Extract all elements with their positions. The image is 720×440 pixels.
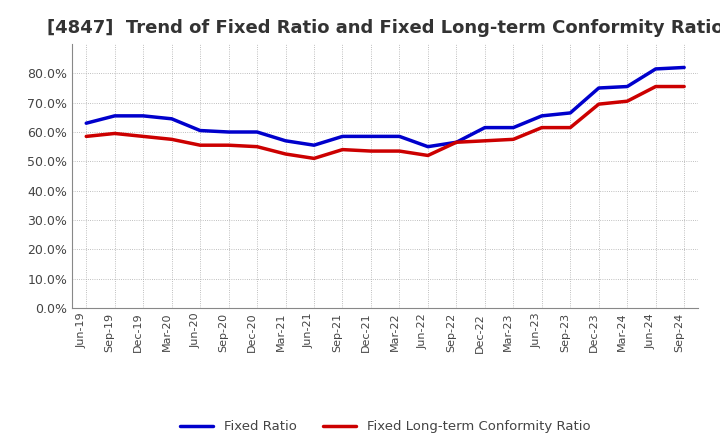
- Fixed Ratio: [139, 113, 148, 118]
- Fixed Ratio: [196, 128, 204, 133]
- Fixed Long-term Conformity Ratio: [225, 143, 233, 148]
- Fixed Ratio: [395, 134, 404, 139]
- Legend: Fixed Ratio, Fixed Long-term Conformity Ratio: Fixed Ratio, Fixed Long-term Conformity …: [175, 415, 595, 439]
- Fixed Long-term Conformity Ratio: [338, 147, 347, 152]
- Fixed Ratio: [366, 134, 375, 139]
- Fixed Ratio: [452, 139, 461, 145]
- Fixed Ratio: [566, 110, 575, 116]
- Fixed Ratio: [167, 116, 176, 121]
- Fixed Ratio: [652, 66, 660, 72]
- Fixed Ratio: [310, 143, 318, 148]
- Fixed Long-term Conformity Ratio: [167, 137, 176, 142]
- Fixed Ratio: [537, 113, 546, 118]
- Fixed Ratio: [110, 113, 119, 118]
- Fixed Ratio: [82, 121, 91, 126]
- Fixed Long-term Conformity Ratio: [680, 84, 688, 89]
- Fixed Long-term Conformity Ratio: [509, 137, 518, 142]
- Fixed Long-term Conformity Ratio: [253, 144, 261, 149]
- Fixed Long-term Conformity Ratio: [595, 102, 603, 107]
- Fixed Long-term Conformity Ratio: [480, 138, 489, 143]
- Fixed Ratio: [680, 65, 688, 70]
- Fixed Long-term Conformity Ratio: [623, 99, 631, 104]
- Fixed Long-term Conformity Ratio: [366, 148, 375, 154]
- Fixed Ratio: [282, 138, 290, 143]
- Fixed Ratio: [480, 125, 489, 130]
- Fixed Ratio: [509, 125, 518, 130]
- Fixed Ratio: [595, 85, 603, 91]
- Fixed Long-term Conformity Ratio: [566, 125, 575, 130]
- Fixed Ratio: [623, 84, 631, 89]
- Fixed Long-term Conformity Ratio: [423, 153, 432, 158]
- Fixed Long-term Conformity Ratio: [537, 125, 546, 130]
- Fixed Long-term Conformity Ratio: [395, 148, 404, 154]
- Fixed Long-term Conformity Ratio: [452, 139, 461, 145]
- Fixed Long-term Conformity Ratio: [82, 134, 91, 139]
- Fixed Long-term Conformity Ratio: [139, 134, 148, 139]
- Title: [4847]  Trend of Fixed Ratio and Fixed Long-term Conformity Ratio: [4847] Trend of Fixed Ratio and Fixed Lo…: [47, 19, 720, 37]
- Fixed Long-term Conformity Ratio: [196, 143, 204, 148]
- Fixed Ratio: [423, 144, 432, 149]
- Fixed Long-term Conformity Ratio: [110, 131, 119, 136]
- Fixed Ratio: [338, 134, 347, 139]
- Fixed Long-term Conformity Ratio: [310, 156, 318, 161]
- Fixed Long-term Conformity Ratio: [282, 151, 290, 157]
- Fixed Ratio: [225, 129, 233, 135]
- Line: Fixed Ratio: Fixed Ratio: [86, 67, 684, 147]
- Line: Fixed Long-term Conformity Ratio: Fixed Long-term Conformity Ratio: [86, 87, 684, 158]
- Fixed Long-term Conformity Ratio: [652, 84, 660, 89]
- Fixed Ratio: [253, 129, 261, 135]
